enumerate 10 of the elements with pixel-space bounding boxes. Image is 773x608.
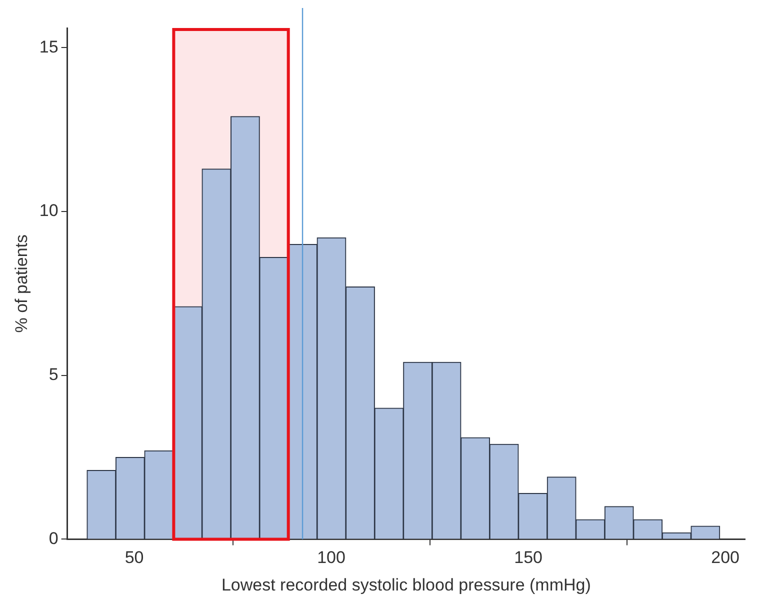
x-tick-label: 50 (124, 548, 144, 568)
x-tick-label: 100 (317, 548, 346, 568)
x-tick-label: 150 (514, 548, 542, 568)
x-tick-label: 200 (711, 548, 740, 568)
y-axis-title: % of patients (12, 234, 31, 333)
y-tick-label: 10 (39, 201, 58, 220)
x-axis-title: Lowest recorded systolic blood pressure (mmHg) (221, 575, 591, 594)
y-tick-label: 15 (39, 37, 58, 56)
y-tick-label: 5 (48, 365, 58, 384)
y-tick-label: 0 (48, 528, 58, 548)
